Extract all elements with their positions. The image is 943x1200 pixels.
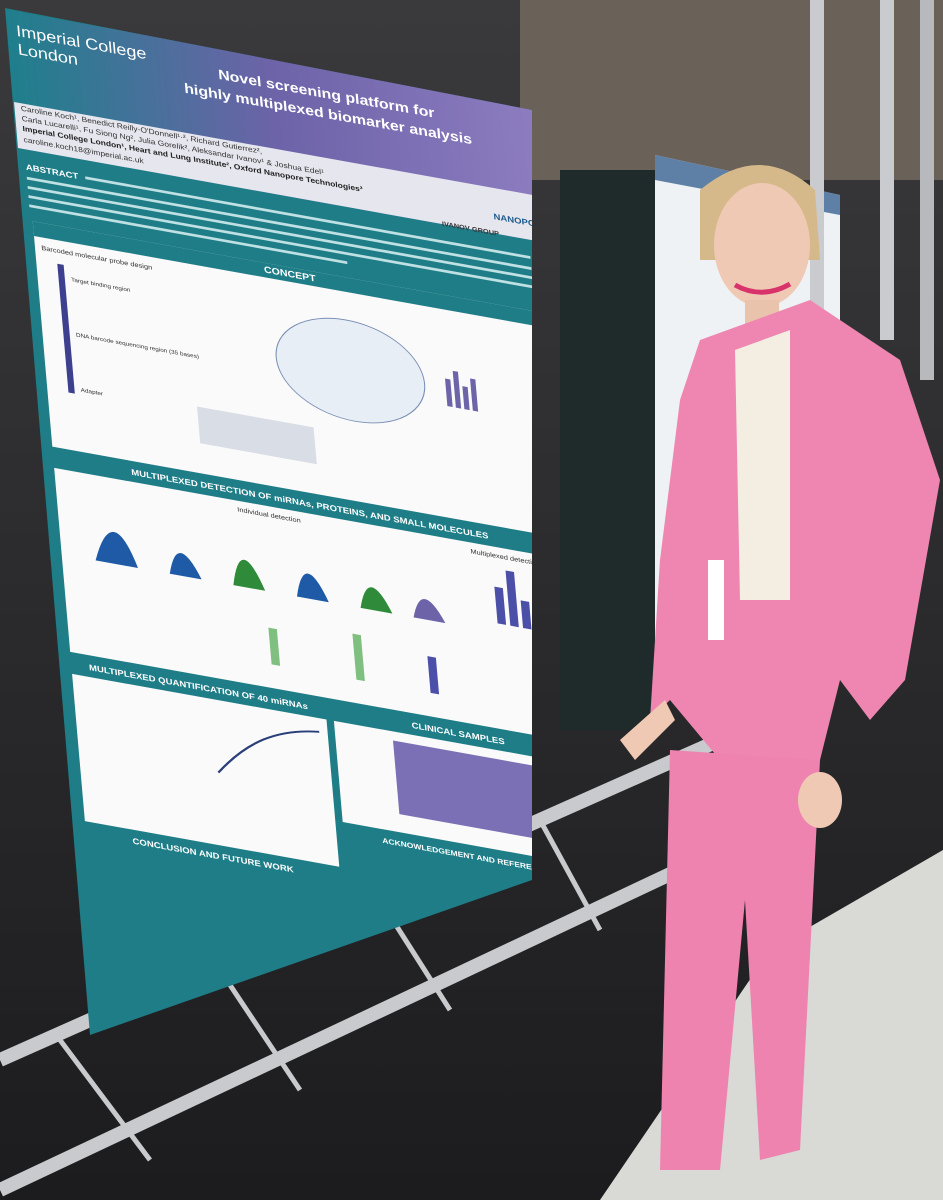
quant-panel — [72, 673, 340, 867]
section-bar — [52, 451, 532, 558]
heatmap — [392, 740, 532, 843]
abstract-text — [26, 176, 532, 289]
figure-box — [196, 406, 317, 465]
ceiling — [520, 0, 943, 180]
nanopore-diagram — [275, 317, 426, 424]
curve — [217, 730, 320, 774]
truss — [920, 0, 934, 380]
detection-panel — [54, 467, 532, 744]
figure-bars — [444, 370, 479, 412]
truss — [880, 0, 894, 340]
poster-frame: Imperial College London Novel screening … — [6, 10, 532, 887]
truss — [810, 0, 824, 320]
probe-diagram — [57, 263, 75, 394]
booth-panel — [560, 170, 660, 730]
histogram-panels — [95, 531, 532, 695]
section-bar — [332, 704, 532, 765]
author-band — [14, 102, 532, 244]
person — [620, 165, 940, 1170]
section-bar — [70, 657, 327, 718]
poster-content: Imperial College London Novel screening … — [6, 10, 532, 887]
section-bar — [32, 221, 532, 328]
section-bar — [343, 826, 532, 887]
panel-label: Adapter — [81, 388, 104, 397]
section-bar — [85, 825, 341, 887]
